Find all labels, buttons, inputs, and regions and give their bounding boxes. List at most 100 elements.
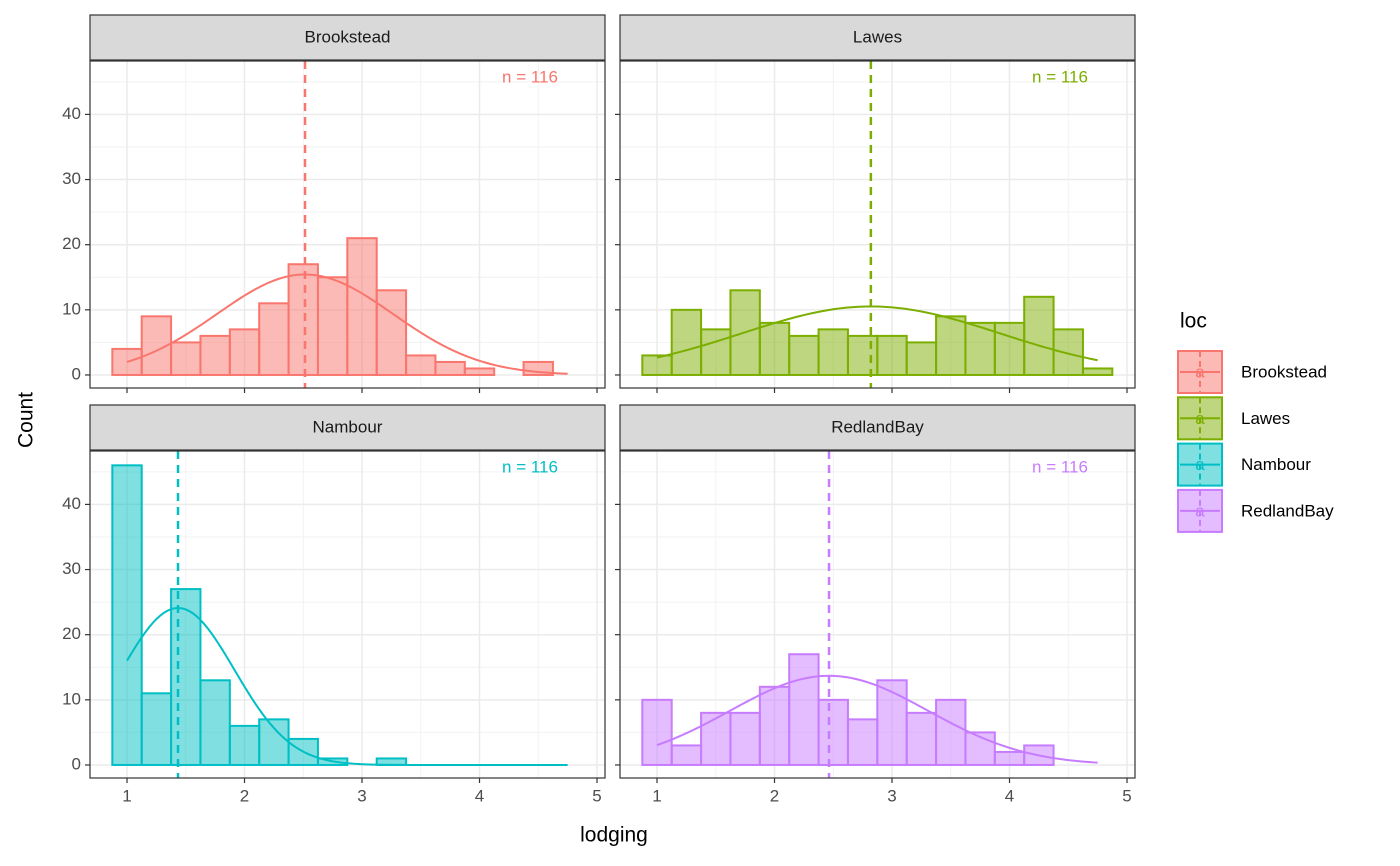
bar [758, 685, 791, 766]
facet-label: RedlandBay [831, 417, 924, 436]
legend-title: loc [1180, 310, 1207, 333]
x-tick-label: 1 [122, 786, 131, 805]
facet-strip [619, 14, 1136, 61]
x-tick-label: 1 [652, 786, 661, 805]
facet-strip [619, 404, 1136, 451]
bar [964, 321, 996, 376]
panel-border [89, 450, 606, 779]
bar [788, 653, 820, 766]
bar [905, 711, 938, 766]
bar [170, 588, 202, 766]
bar [758, 321, 791, 376]
annotation: n = 116 [502, 67, 558, 86]
bar [1052, 328, 1084, 376]
bar [228, 724, 261, 766]
bar [434, 360, 466, 376]
x-tick-label: 5 [1122, 786, 1131, 805]
bar [788, 334, 820, 376]
bar [258, 302, 290, 376]
x-tick-label: 4 [1005, 786, 1014, 805]
bar [670, 744, 703, 766]
bar [375, 289, 408, 376]
y-tick-label: 40 [62, 104, 81, 123]
bar [199, 334, 231, 376]
bar [258, 718, 290, 766]
y-tick-label: 20 [62, 624, 81, 643]
x-tick-label: 4 [475, 786, 484, 805]
bar [111, 347, 143, 376]
legend-label: RedlandBay [1241, 501, 1334, 520]
y-tick-label: 20 [62, 234, 81, 253]
facet-strip [89, 14, 606, 61]
bar [199, 679, 231, 766]
bar [935, 698, 967, 766]
bar [876, 679, 908, 766]
y-tick-label: 30 [62, 169, 81, 188]
bar [346, 237, 378, 376]
bar [817, 698, 849, 766]
x-tick-label: 2 [240, 786, 249, 805]
x-tick-label: 3 [887, 786, 896, 805]
bar [463, 367, 496, 376]
y-tick-label: 40 [62, 494, 81, 513]
bar [700, 328, 732, 376]
bar [993, 321, 1026, 376]
bar [641, 698, 673, 766]
bar [935, 315, 967, 376]
y-tick-label: 0 [72, 364, 81, 383]
bar [905, 341, 938, 376]
legend-key-glyph: a [1195, 409, 1205, 428]
x-tick-label: 3 [357, 786, 366, 805]
legend-key-glyph: a [1195, 362, 1205, 381]
panel-border [89, 60, 606, 389]
facet-strip [89, 404, 606, 451]
x-tick-label: 2 [770, 786, 779, 805]
y-tick-label: 0 [72, 754, 81, 773]
y-tick-label: 30 [62, 559, 81, 578]
bar [140, 692, 173, 766]
panel-border [619, 60, 1136, 389]
bar [993, 750, 1026, 766]
bar [729, 289, 761, 376]
bar [316, 276, 349, 376]
panel-border [619, 450, 1136, 779]
bar [670, 308, 703, 376]
legend-label: Brookstead [1241, 362, 1327, 381]
annotation: n = 116 [1032, 67, 1088, 86]
facet-label: Lawes [853, 27, 902, 46]
bar [1023, 295, 1055, 376]
legend-key-glyph: a [1195, 501, 1205, 520]
density-curve [126, 606, 568, 766]
x-axis-title: lodging [580, 824, 648, 847]
facet-label: Brookstead [305, 27, 391, 46]
bar [641, 354, 673, 376]
y-tick-label: 10 [62, 689, 81, 708]
bar [1081, 367, 1114, 376]
bar [700, 711, 732, 766]
bar [287, 263, 319, 376]
bar [817, 328, 849, 376]
y-tick-label: 10 [62, 299, 81, 318]
density-curve [126, 273, 568, 375]
bar [405, 354, 437, 376]
bar [846, 334, 879, 376]
y-axis-title: Count [15, 392, 38, 448]
bar [287, 737, 319, 766]
bar [111, 464, 143, 766]
bar [876, 334, 908, 376]
x-tick-label: 5 [592, 786, 601, 805]
bar [228, 328, 261, 376]
bar [846, 718, 879, 766]
bar [729, 711, 761, 766]
density-curve [656, 305, 1098, 362]
annotation: n = 116 [502, 457, 558, 476]
density-curve [656, 674, 1098, 764]
annotation: n = 116 [1032, 457, 1088, 476]
bar [170, 341, 202, 376]
legend-key-glyph: a [1195, 455, 1205, 474]
legend-label: Nambour [1241, 455, 1311, 474]
legend-label: Lawes [1241, 409, 1290, 428]
facet-label: Nambour [313, 417, 383, 436]
